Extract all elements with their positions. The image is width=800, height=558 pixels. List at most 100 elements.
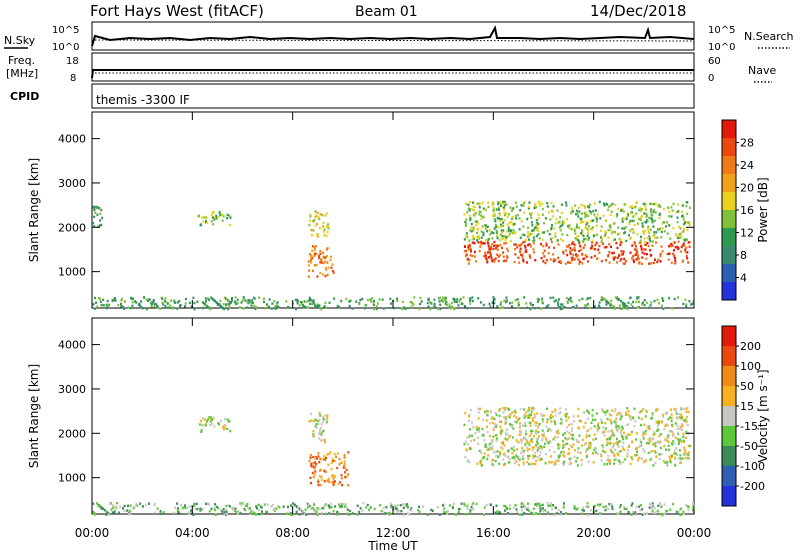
power-cell [519,209,522,212]
velocity-cell [561,446,564,450]
velocity-cell [403,502,406,506]
power-cell [619,238,622,242]
power-cell [671,209,674,212]
velocity-cell [526,446,529,449]
velocity-cell [332,477,335,480]
power-cell [646,253,648,256]
velocity-cell [509,504,512,507]
velocity-cell [127,504,129,507]
power-cell [440,299,443,302]
velocity-cell [588,434,591,438]
velocity-cell [406,505,409,508]
power-cell [567,225,569,228]
power-cell [684,250,687,254]
velocity-cell [348,509,351,513]
velocity-cell [532,435,535,438]
power-cell [545,242,548,245]
velocity-cell [515,439,518,442]
power-cell [577,215,580,218]
power-cell [484,254,487,258]
power-cell [583,257,586,260]
power-cell [629,220,632,223]
velocity-cell [670,413,673,416]
velocity-cell [510,425,513,428]
velocity-cell [659,440,662,443]
velocity-cell [578,427,581,430]
velocity-cell [525,432,528,436]
power-cell [242,296,245,299]
power-cell [492,206,495,210]
velocity-cell [669,416,671,419]
velocity-cell [489,447,492,450]
velocity-cell [536,502,539,505]
velocity-cell [315,510,318,513]
velocity-cell [338,463,341,466]
power-cell [683,222,686,226]
power-cell [497,206,500,209]
velocity-cell [547,511,550,515]
velocity-cell [221,510,224,513]
velocity-cell [559,510,562,514]
velocity-cell [333,480,336,483]
power-cell [315,264,318,267]
power-cell [641,222,644,225]
velocity-cell [622,441,625,444]
velocity-cell [257,504,260,507]
velocity-cell [129,504,132,507]
power-cell [139,304,142,308]
power-cell [670,206,673,209]
velocity-cell [437,506,440,509]
velocity-cell [491,447,494,451]
power-cell [586,234,589,238]
velocity-cell [576,464,579,467]
velocity-cell [468,435,471,438]
velocity-cell [656,429,659,432]
power-cell [472,228,475,231]
power-cell [311,245,314,248]
velocity-cell [536,450,539,453]
power-cell [544,217,547,220]
power-cell [589,203,591,206]
power-cell [668,296,671,300]
power-cell [502,255,505,258]
power-cell [590,212,593,215]
power-cell [587,297,590,300]
velocity-cell [669,459,671,462]
velocity-cell [477,436,480,439]
power-cell [319,271,322,275]
velocity-cell [642,431,645,434]
power-cell [591,244,594,248]
velocity-cell [527,416,530,419]
velocity-cell [321,438,324,442]
power-cell [441,296,444,299]
power-cell [513,223,516,226]
power-cell [312,229,315,232]
power-cell [561,303,564,306]
power-cell [481,216,484,219]
velocity-cell [330,502,333,506]
velocity-cell [630,513,633,516]
velocity-cell [511,436,514,439]
power-cell [505,300,508,304]
velocity-cell [498,414,501,417]
power-cell [565,249,568,252]
power-cell [468,259,471,262]
power-ylabel: Slant Range [km] [27,158,41,262]
power-cell [536,226,539,230]
velocity-cell [476,462,479,465]
velocity-cell [344,471,347,474]
power-cell [465,218,468,221]
velocity-cell [564,437,567,440]
velocity-cell [494,460,497,463]
velocity-cell [510,447,513,450]
power-cell [348,304,351,308]
power-cell [653,234,656,237]
power-cell [620,209,623,212]
velocity-cell [622,436,625,439]
velocity-colorbar-segment [722,326,736,346]
power-cell [577,226,580,230]
power-cell [588,306,591,310]
power-cell [653,209,656,212]
power-cell [674,246,677,249]
power-cell [525,302,528,305]
